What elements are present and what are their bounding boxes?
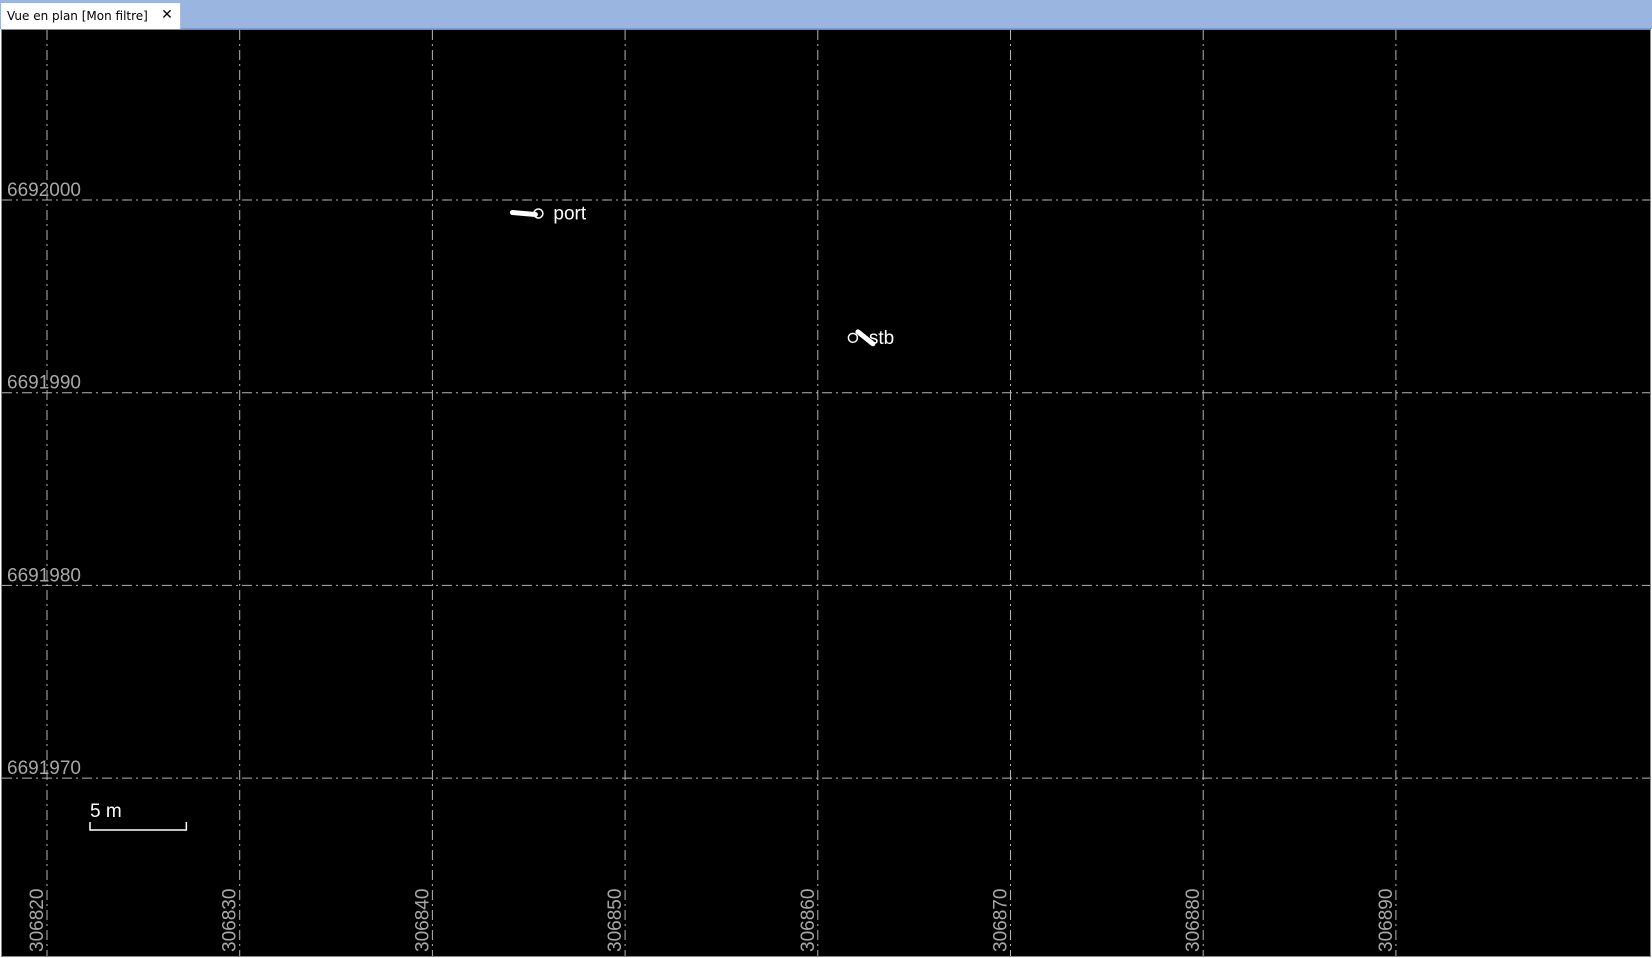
port-sensor-body [509, 209, 538, 217]
x-tick-label: 306850 [605, 889, 626, 952]
stb-sensor-marker [847, 332, 859, 344]
close-icon[interactable]: ✕ [161, 7, 173, 23]
x-tick-label: 306870 [991, 889, 1012, 952]
scale-bar-label: 5 m [90, 801, 122, 822]
stb-sensor-body [855, 329, 876, 347]
x-tick-label: 306860 [798, 889, 819, 952]
port-sensor-marker [533, 208, 544, 219]
port-label: port [553, 203, 586, 224]
x-tick-label: 306830 [220, 889, 241, 952]
tab-strip: Vue en plan [Mon filtre] ✕ [0, 0, 1652, 29]
tab-plan-view[interactable]: Vue en plan [Mon filtre] ✕ [1, 3, 181, 29]
y-tick-label: 6691990 [7, 373, 81, 394]
y-tick-label: 6691970 [7, 758, 81, 779]
y-tick-label: 6691980 [7, 565, 81, 586]
tab-title: Vue en plan [Mon filtre] [7, 9, 148, 23]
x-tick-label: 306820 [27, 889, 48, 952]
plan-svg: 306820 306830 306840 306850 306860 306870 3068… [2, 30, 1650, 956]
scale-bar [89, 822, 188, 831]
stb-label: stb [869, 328, 894, 349]
x-tick-label: 306890 [1376, 889, 1397, 952]
x-tick-label: 306840 [412, 889, 433, 952]
x-tick-label: 306880 [1183, 889, 1204, 952]
y-tick-label: 6692000 [7, 180, 81, 201]
plan-canvas[interactable]: 306820 306830 306840 306850 306860 306870 3068… [1, 29, 1651, 957]
